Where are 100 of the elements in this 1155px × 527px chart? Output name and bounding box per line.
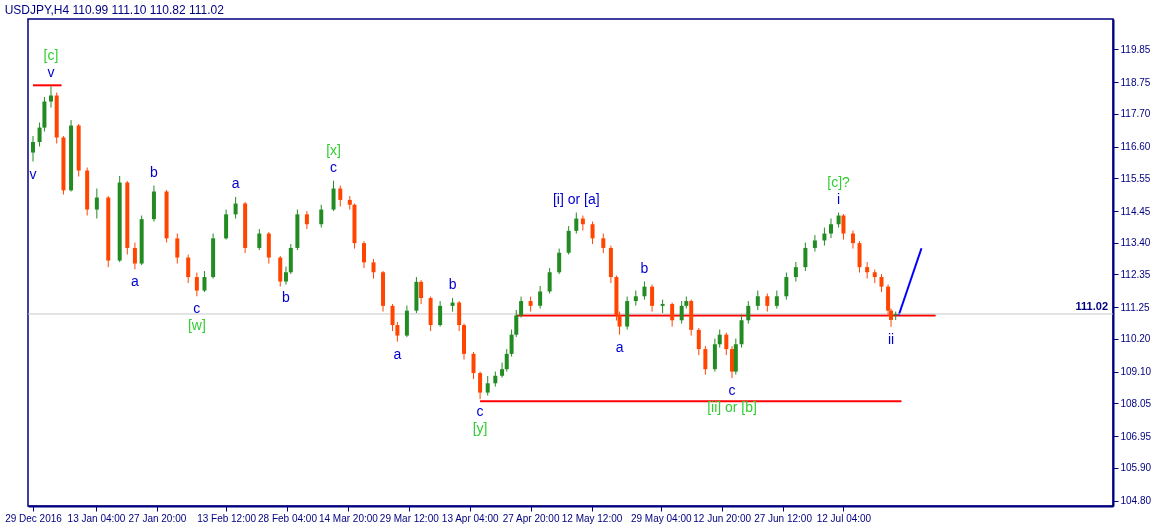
- candlestick: [338, 185, 343, 208]
- candlestick: [419, 279, 424, 305]
- annotation: ii: [887, 330, 895, 347]
- annotation: c: [193, 300, 201, 317]
- y-tick-label: 108.05: [1120, 397, 1152, 409]
- candlestick: [557, 248, 562, 275]
- candlestick: [48, 85, 53, 109]
- y-tick-label: 118.75: [1120, 76, 1151, 88]
- candlestick: [471, 351, 476, 380]
- candlestick: [642, 281, 647, 301]
- candlestick: [574, 212, 579, 235]
- candlestick: [257, 228, 262, 251]
- candlestick: [485, 375, 490, 397]
- y-tick-label: 104.80: [1120, 495, 1152, 507]
- candlestick: [500, 362, 505, 379]
- ref-line-label: 111.02: [1075, 299, 1108, 312]
- candlestick: [724, 332, 729, 356]
- annotation: c: [330, 158, 338, 175]
- candlestick: [233, 196, 238, 220]
- candlestick: [730, 345, 735, 379]
- annotation: a: [615, 338, 624, 355]
- candlestick: [278, 255, 283, 288]
- y-tick-label: 112.35: [1120, 268, 1151, 280]
- candlestick: [514, 309, 519, 338]
- candlestick: [841, 213, 846, 241]
- y-tick-label: 115.55: [1120, 172, 1151, 184]
- y-tick-label: 111.25: [1120, 301, 1151, 313]
- candlestick: [717, 329, 722, 349]
- x-tick-label: 27 Jun 12:00: [754, 512, 813, 524]
- annotation: [c]?: [827, 173, 851, 190]
- x-tick-label: 13 Feb 12:00: [197, 512, 257, 524]
- annotation: a: [231, 174, 240, 191]
- candlestick: [478, 371, 483, 400]
- annotation: v: [29, 165, 37, 182]
- y-tick-label: 110.20: [1120, 333, 1151, 345]
- annotation: a: [131, 273, 140, 290]
- candlestick: [509, 329, 514, 358]
- x-tick-label: 29 May 04:00: [630, 512, 692, 524]
- y-tick-label: 106.95: [1120, 430, 1152, 442]
- chart-title: USDJPY,H4 110.99 111.10 110.82 111.02: [4, 3, 225, 17]
- candlestick: [283, 266, 288, 286]
- candlestick: [828, 218, 833, 239]
- annotation: [y]: [472, 420, 488, 437]
- annotation: a: [393, 345, 402, 362]
- annotation: b: [282, 288, 291, 305]
- annotation: c: [476, 403, 484, 420]
- annotation: b: [448, 276, 457, 293]
- x-tick-label: 29 Mar 12:00: [379, 512, 440, 524]
- candlestick: [857, 240, 862, 274]
- y-tick-label: 114.45: [1120, 205, 1151, 217]
- candlestick: [812, 234, 817, 253]
- candlestick: [331, 180, 336, 212]
- candlestick: [186, 254, 191, 284]
- annotation: b: [150, 163, 159, 180]
- candlestick: [31, 135, 35, 163]
- y-tick-label: 109.10: [1120, 366, 1152, 378]
- candlestick: [746, 300, 751, 325]
- candlestick: [304, 210, 309, 230]
- x-tick-label: 12 Jun 20:00: [693, 512, 752, 524]
- candlestick: [774, 290, 779, 310]
- candlestick: [547, 267, 552, 295]
- candlestick: [390, 303, 395, 332]
- x-tick-label: 13 Jan 04:00: [67, 512, 126, 524]
- annotation: c: [728, 382, 736, 399]
- x-tick-label: 27 Jan 20:00: [128, 512, 187, 524]
- candlestick: [765, 293, 770, 313]
- candlestick: [755, 290, 760, 311]
- annotation: [c]: [43, 47, 59, 64]
- candlestick: [519, 296, 524, 319]
- x-tick-label: 12 Jul 04:00: [816, 512, 872, 524]
- candlestick: [803, 242, 808, 272]
- candlestick: [601, 233, 606, 254]
- candlestick: [504, 348, 509, 373]
- x-tick-label: 12 May 12:00: [561, 512, 623, 524]
- y-tick-label: 113.40: [1120, 237, 1151, 249]
- candlestick: [202, 270, 207, 293]
- candlestick: [650, 284, 655, 313]
- y-tick-label: 117.70: [1120, 108, 1151, 120]
- candlestick: [457, 300, 462, 332]
- candlestick: [362, 240, 366, 269]
- annotation: v: [47, 64, 55, 81]
- candlestick: [679, 300, 684, 325]
- candlestick: [194, 272, 199, 297]
- candlestick: [590, 221, 595, 245]
- candlestick: [703, 345, 708, 376]
- candlestick: [371, 258, 376, 280]
- candlestick: [696, 327, 701, 356]
- annotation: [w]: [187, 317, 206, 334]
- candlestick: [395, 321, 400, 343]
- candlestick: [566, 225, 571, 256]
- y-tick-label: 105.90: [1120, 462, 1152, 474]
- annotation: [ii] or [b]: [707, 399, 757, 416]
- candlestick: [850, 230, 855, 250]
- candlestick: [132, 242, 137, 270]
- candlestick: [37, 122, 42, 148]
- candlestick: [784, 272, 789, 301]
- x-tick-label: 29 Dec 2016: [5, 512, 63, 524]
- candlestick: [175, 233, 180, 265]
- y-tick-label: 116.60: [1120, 141, 1151, 153]
- candlestick: [438, 300, 443, 328]
